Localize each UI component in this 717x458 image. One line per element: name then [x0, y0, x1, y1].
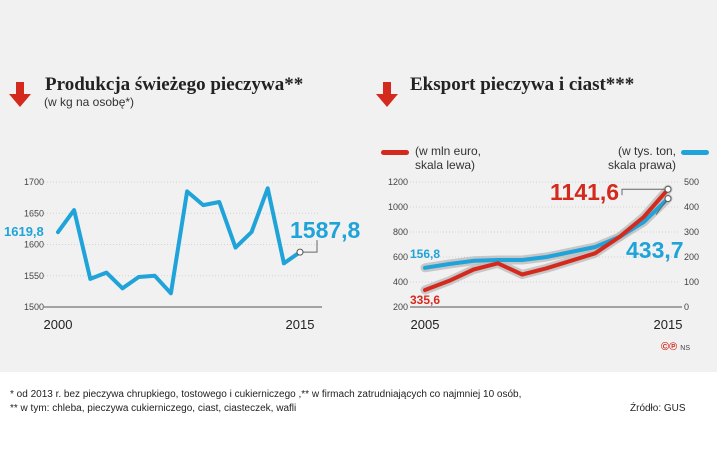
- y-right-tick-label: 200: [684, 252, 699, 262]
- end-leader-line: [300, 240, 318, 253]
- chart-background: [0, 0, 717, 372]
- y-right-tick-label: 400: [684, 202, 699, 212]
- credit-logo: ©℗ NS: [661, 341, 690, 353]
- y-tick-label: 1700: [24, 177, 44, 187]
- y-tick-label: 1650: [24, 208, 44, 218]
- red-end-marker: [664, 185, 672, 193]
- end-value-label: 1587,8: [290, 217, 361, 243]
- y-left-tick-label: 400: [393, 277, 408, 287]
- legend-red-line: [381, 150, 409, 155]
- y-right-tick-label: 0: [684, 302, 689, 312]
- y-tick-label: 1500: [24, 302, 44, 312]
- legend-right-axis-label: (w tys. ton, skala prawa): [607, 144, 676, 172]
- blue-end-value-label: 433,7: [626, 237, 684, 263]
- footnote-line-1: * od 2013 r. bez pieczywa chrupkiego, to…: [10, 389, 522, 400]
- y-left-tick-label: 800: [393, 227, 408, 237]
- red-end-leader: [621, 188, 668, 196]
- x-tick-label: 2005: [411, 317, 440, 332]
- y-right-tick-label: 500: [684, 177, 699, 187]
- x-tick-label: 2015: [286, 317, 315, 332]
- x-tick-label: 2015: [654, 317, 683, 332]
- y-left-tick-label: 1000: [388, 202, 408, 212]
- y-tick-label: 1550: [24, 271, 44, 281]
- x-tick-label: 2000: [44, 317, 73, 332]
- bread-production-chart: 1500 1550 1600 1650 1700 2000 2015 1619,8 1587,8: [4, 177, 361, 332]
- y-tick-label: 1600: [24, 240, 44, 250]
- blue-start-value-label: 156,8: [410, 247, 440, 261]
- left-chart-title: Produkcja świeżego pieczywa**: [45, 74, 304, 95]
- y-left-tick-label: 200: [393, 302, 408, 312]
- production-line: [56, 186, 302, 296]
- y-left-tick-label: 1200: [388, 177, 408, 187]
- legend-left-axis-label: (w mln euro, skala lewa): [415, 144, 482, 172]
- down-arrow-icon: [376, 82, 398, 107]
- red-end-value-label: 1141,6: [550, 179, 619, 205]
- right-chart-title: Eksport pieczywa i ciast***: [410, 74, 635, 95]
- source-note: Źródło: GUS: [630, 403, 686, 414]
- y-left-tick-label: 600: [393, 252, 408, 262]
- left-chart-subtitle: (w kg na osobę*): [44, 95, 135, 109]
- author-initials: NS: [680, 345, 691, 352]
- y-right-tick-label: 100: [684, 277, 699, 287]
- y-right-tick-label: 300: [684, 227, 699, 237]
- footnote-line-2: ** w tym: chleba, pieczywa cukierniczego…: [10, 403, 297, 414]
- start-value-label: 1619,8: [4, 224, 44, 239]
- down-arrow-icon: [9, 82, 31, 107]
- end-point-marker: [296, 248, 304, 256]
- export-euro-line: [423, 187, 670, 292]
- blue-end-marker: [664, 195, 672, 203]
- red-start-value-label: 335,6: [410, 293, 440, 307]
- bread-export-chart: 200 400 600 800 1000 1200 0 100 200 300 400 500 2005…: [388, 177, 699, 332]
- copyright-logo-icon: ©℗: [661, 341, 678, 353]
- legend-blue-line: [681, 150, 709, 155]
